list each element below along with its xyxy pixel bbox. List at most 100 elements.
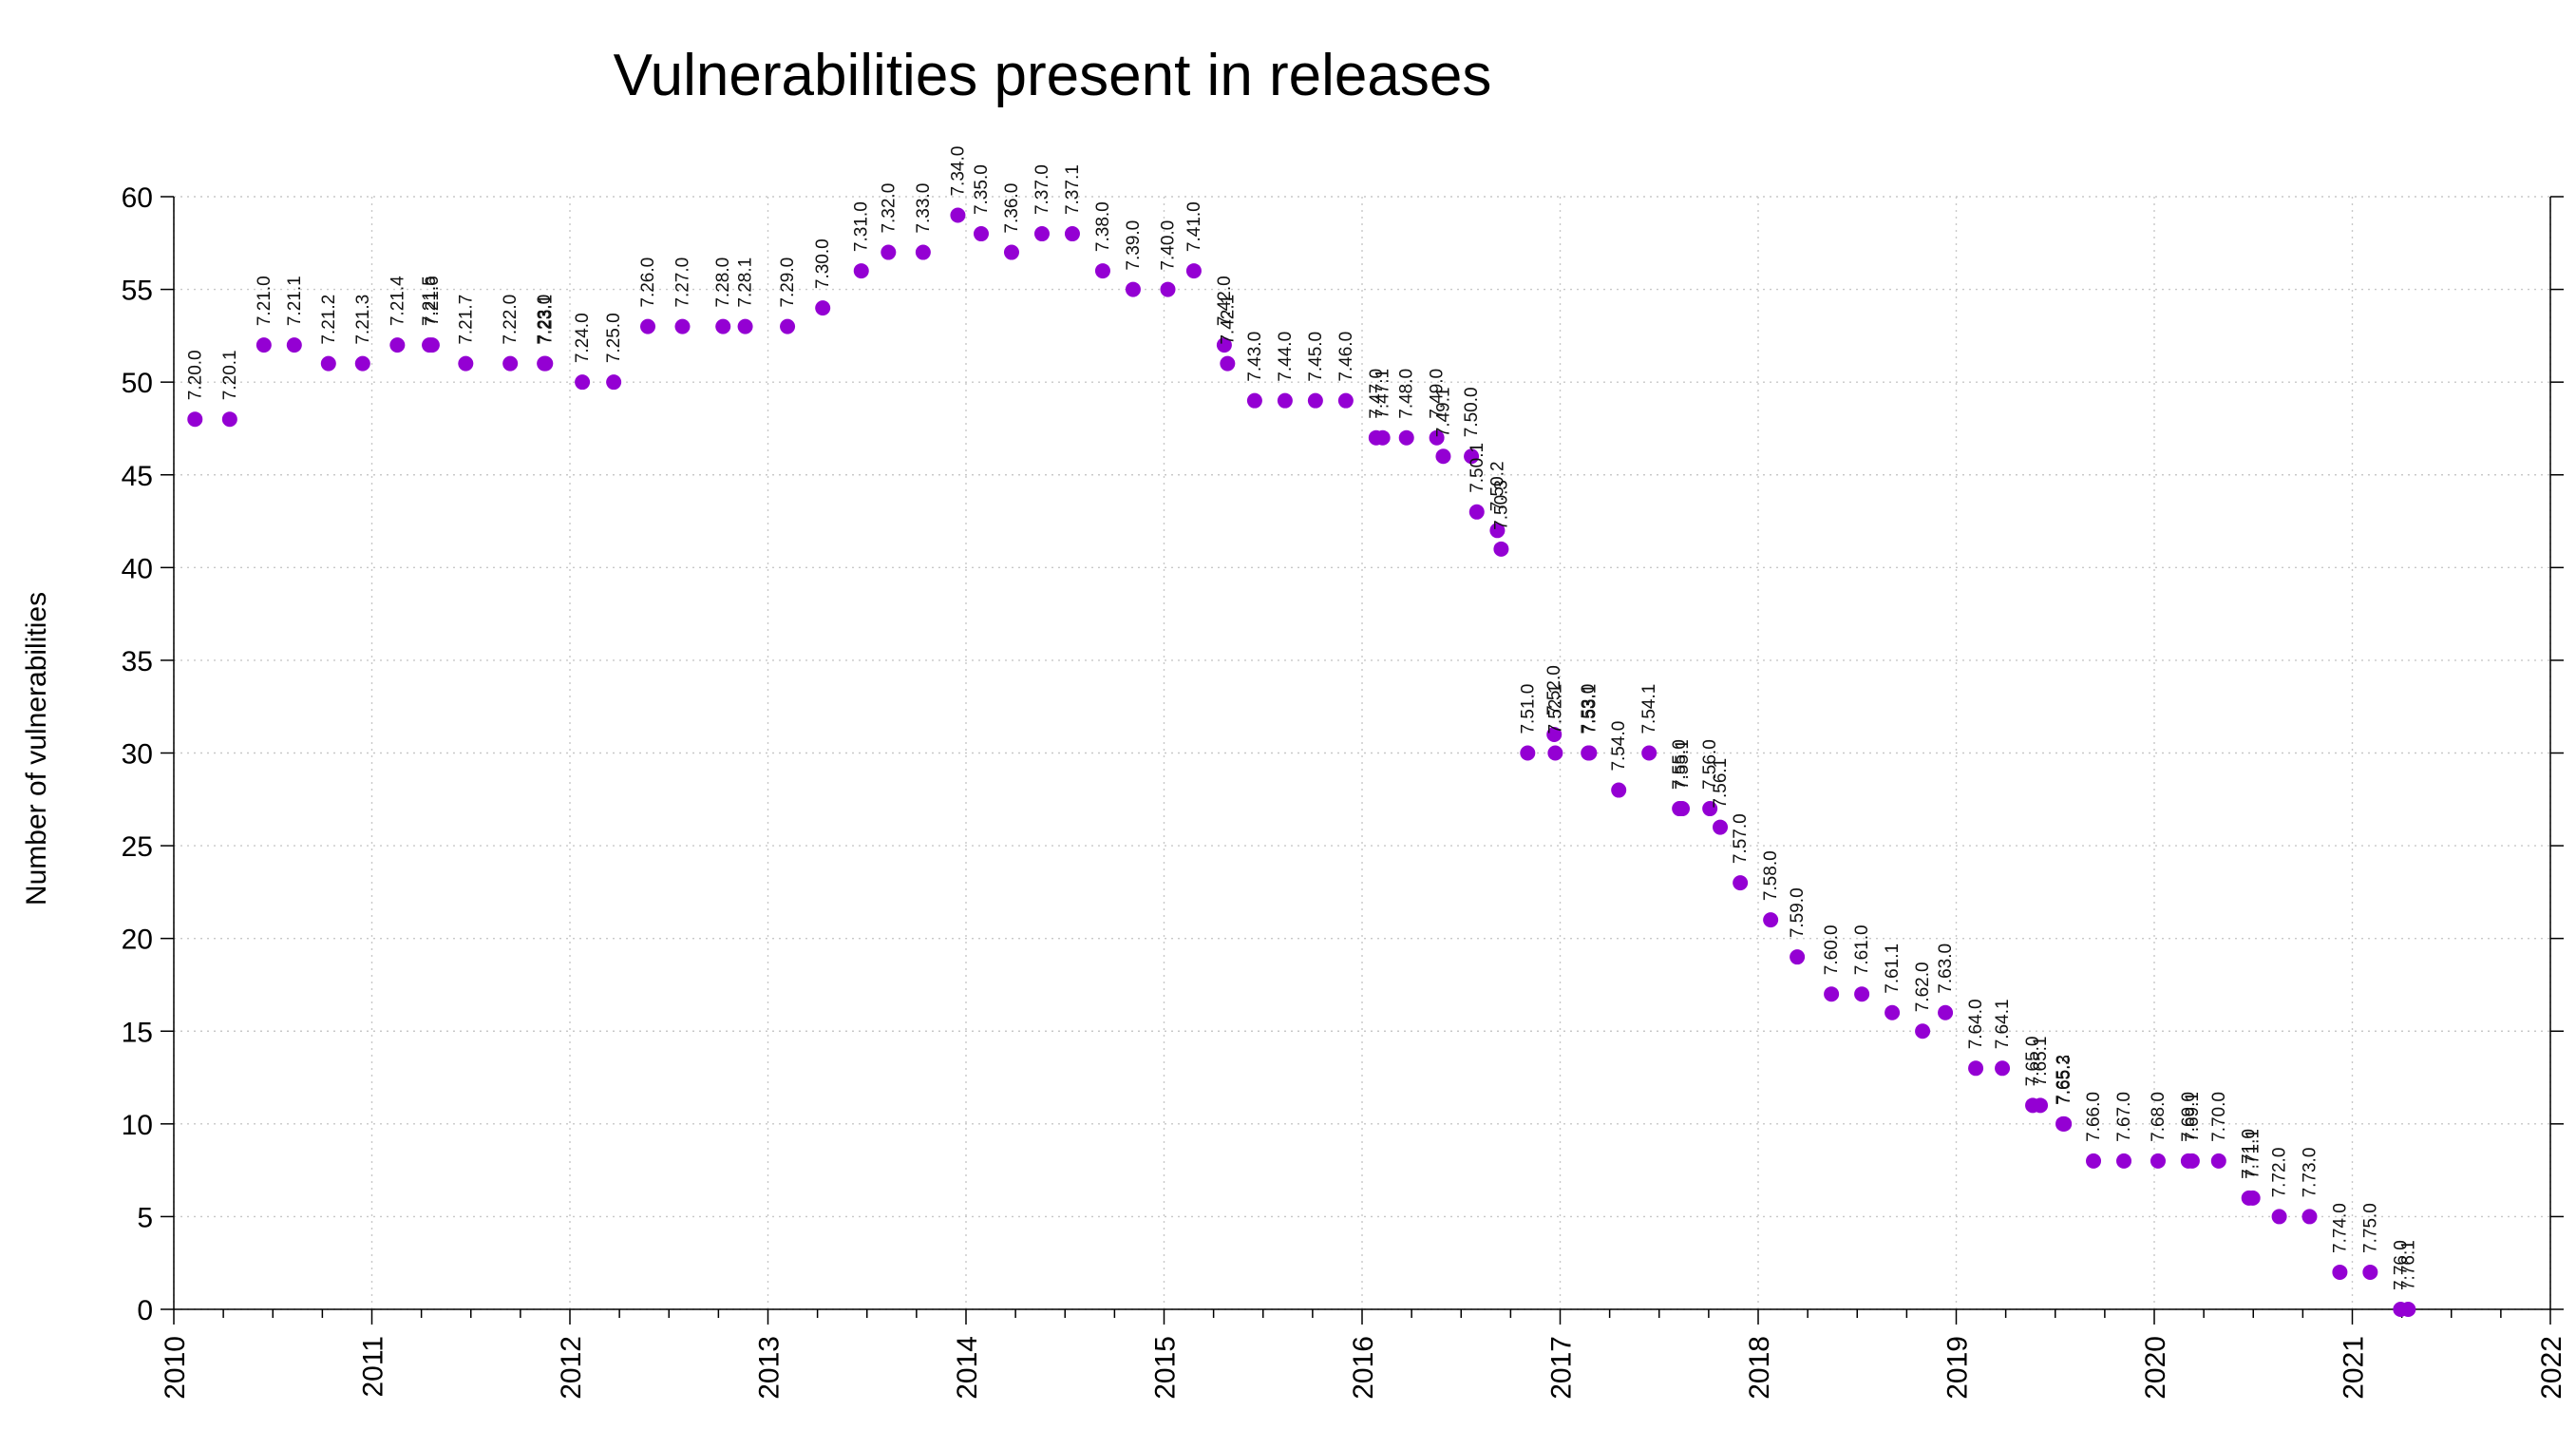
data-point <box>1582 745 1598 761</box>
y-tick-label: 35 <box>122 646 153 677</box>
point-label: 7.21.2 <box>319 295 339 345</box>
point-label: 7.76.0 <box>2391 1240 2411 1290</box>
point-label-layer: 7.20.0 7.20.1 7.21.0 7.21.1 7.21.2 7.21.3 7.21… <box>185 146 2418 1290</box>
point-label: 7.49.1 <box>1433 387 1453 437</box>
y-tick-label: 30 <box>122 739 153 771</box>
point-label: 7.61.1 <box>1883 944 1903 994</box>
point-label: 7.53.1 <box>1580 684 1600 734</box>
point-label: 7.21.1 <box>285 276 305 326</box>
point-label: 7.50.1 <box>1468 443 1487 493</box>
data-point <box>1713 819 1729 835</box>
data-point <box>1003 244 1019 260</box>
data-point <box>1995 1060 2011 1077</box>
data-point <box>737 318 753 334</box>
data-point <box>1429 429 1445 446</box>
point-label: 7.65.3 <box>2055 1055 2074 1105</box>
data-point <box>1702 801 1718 817</box>
point-label: 7.56.1 <box>1711 758 1731 809</box>
point-label: 7.23.1 <box>536 295 556 345</box>
point-label: 7.52.1 <box>1545 684 1565 734</box>
data-point <box>1185 263 1202 279</box>
x-tick-label: 2010 <box>160 1336 191 1400</box>
data-point <box>1546 726 1563 742</box>
point-label: 7.23.0 <box>535 295 555 345</box>
data-point <box>853 263 869 279</box>
data-point <box>674 318 691 334</box>
data-point <box>1675 801 1691 817</box>
data-point <box>1968 1060 1984 1077</box>
point-label: 7.60.0 <box>1822 925 1842 975</box>
point-label: 7.37.1 <box>1063 164 1083 215</box>
point-label: 7.66.0 <box>2084 1092 2104 1142</box>
point-label: 7.42.1 <box>1218 295 1238 345</box>
data-point <box>286 337 302 353</box>
data-point <box>2150 1153 2166 1169</box>
point-label: 7.49.0 <box>1428 369 1448 419</box>
data-point <box>1790 949 1806 965</box>
point-label: 7.69.0 <box>2179 1092 2199 1142</box>
data-point <box>1763 912 1779 928</box>
point-label: 7.21.6 <box>423 276 443 326</box>
data-point <box>389 337 406 353</box>
data-point <box>354 355 370 372</box>
data-point <box>1520 745 1536 761</box>
data-point <box>780 318 796 334</box>
data-point <box>2400 1302 2416 1317</box>
data-point <box>1915 1023 1931 1039</box>
data-point <box>2332 1264 2348 1280</box>
data-point <box>973 226 989 242</box>
data-point <box>2301 1209 2318 1225</box>
data-point <box>640 318 656 334</box>
data-point <box>575 374 591 391</box>
point-label: 7.58.0 <box>1761 850 1781 901</box>
x-tick-label: 2019 <box>1942 1336 1974 1400</box>
y-tick-label: 45 <box>122 461 153 492</box>
data-point <box>1611 782 1627 798</box>
data-point <box>1464 448 1480 465</box>
data-point <box>187 411 203 428</box>
point-label: 7.36.0 <box>1002 183 1022 234</box>
data-point <box>2056 1115 2073 1132</box>
data-point <box>1489 523 1506 539</box>
point-label: 7.38.0 <box>1093 201 1113 252</box>
point-label: 7.71.1 <box>2244 1129 2263 1179</box>
point-label: 7.46.0 <box>1336 332 1356 382</box>
data-point <box>256 337 272 353</box>
y-tick-label: 20 <box>122 925 153 956</box>
data-point <box>1374 429 1391 446</box>
x-tick-label: 2021 <box>2339 1336 2370 1400</box>
point-label: 7.21.5 <box>420 276 440 326</box>
x-tick-label: 2014 <box>952 1336 983 1400</box>
point-label: 7.62.0 <box>1913 962 1933 1012</box>
point-label: 7.69.1 <box>2183 1092 2203 1142</box>
x-tick-label: 2017 <box>1546 1336 1578 1400</box>
point-label: 7.21.4 <box>388 276 407 326</box>
point-label: 7.40.0 <box>1158 220 1178 271</box>
point-label: 7.55.0 <box>1670 739 1690 790</box>
data-point <box>2362 1264 2378 1280</box>
point-label: 7.64.1 <box>1993 999 2013 1049</box>
data-point <box>2184 1153 2200 1169</box>
data-point <box>458 355 474 372</box>
point-label: 7.32.0 <box>879 183 899 234</box>
point-label: 7.20.1 <box>220 350 240 400</box>
point-label: 7.67.0 <box>2114 1092 2134 1142</box>
data-point <box>881 244 897 260</box>
point-label: 7.41.0 <box>1184 201 1204 252</box>
data-point <box>1246 392 1262 409</box>
point-label: 7.30.0 <box>813 238 833 289</box>
x-tick-label: 2013 <box>754 1336 786 1400</box>
data-point <box>221 411 237 428</box>
data-point <box>1220 355 1236 372</box>
point-label: 7.21.7 <box>456 295 476 345</box>
data-point <box>1033 226 1050 242</box>
x-tick-label: 2012 <box>556 1336 587 1400</box>
data-point <box>1337 392 1354 409</box>
data-point <box>1398 429 1414 446</box>
point-label: 7.54.1 <box>1639 684 1659 734</box>
data-point <box>320 355 336 372</box>
data-point <box>1064 226 1080 242</box>
point-label: 7.20.0 <box>185 350 205 400</box>
point-label: 7.51.0 <box>1518 684 1538 734</box>
